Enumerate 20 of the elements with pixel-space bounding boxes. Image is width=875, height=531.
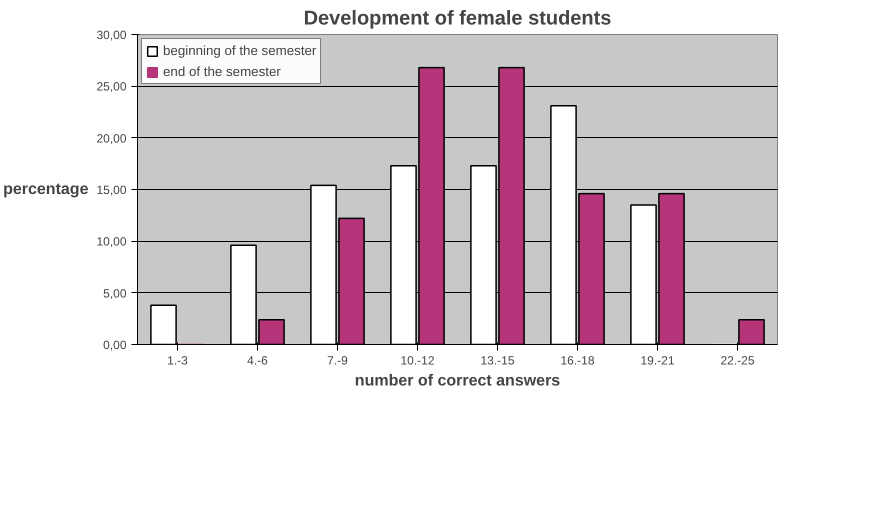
- y-tick-label: 15,00: [96, 183, 127, 197]
- x-tick-label: 22.-25: [720, 354, 755, 368]
- y-axis-title: percentage: [3, 181, 89, 198]
- x-tick-label: 13.-15: [480, 354, 515, 368]
- y-tick-label: 5,00: [103, 286, 127, 300]
- legend-label: end of the semester: [163, 64, 281, 79]
- x-tick-label: 16.-18: [560, 354, 595, 368]
- x-tick-label: 19.-21: [640, 354, 675, 368]
- y-tick-label: 25,00: [96, 80, 127, 94]
- y-tick-label: 30,00: [96, 28, 127, 42]
- x-tick-label: 4.-6: [247, 354, 268, 368]
- x-axis-title: number of correct answers: [354, 372, 560, 390]
- x-tick-label: 10.-12: [400, 354, 435, 368]
- x-tick-label: 7.-9: [327, 354, 348, 368]
- y-tick-label: 0,00: [103, 338, 127, 352]
- y-tick-label: 20,00: [96, 131, 127, 146]
- legend-label: beginning of the semester: [163, 43, 316, 58]
- y-tick-label: 10,00: [96, 234, 127, 249]
- chart-title: Development of female students: [304, 8, 612, 30]
- x-tick-label: 1.-3: [167, 354, 188, 368]
